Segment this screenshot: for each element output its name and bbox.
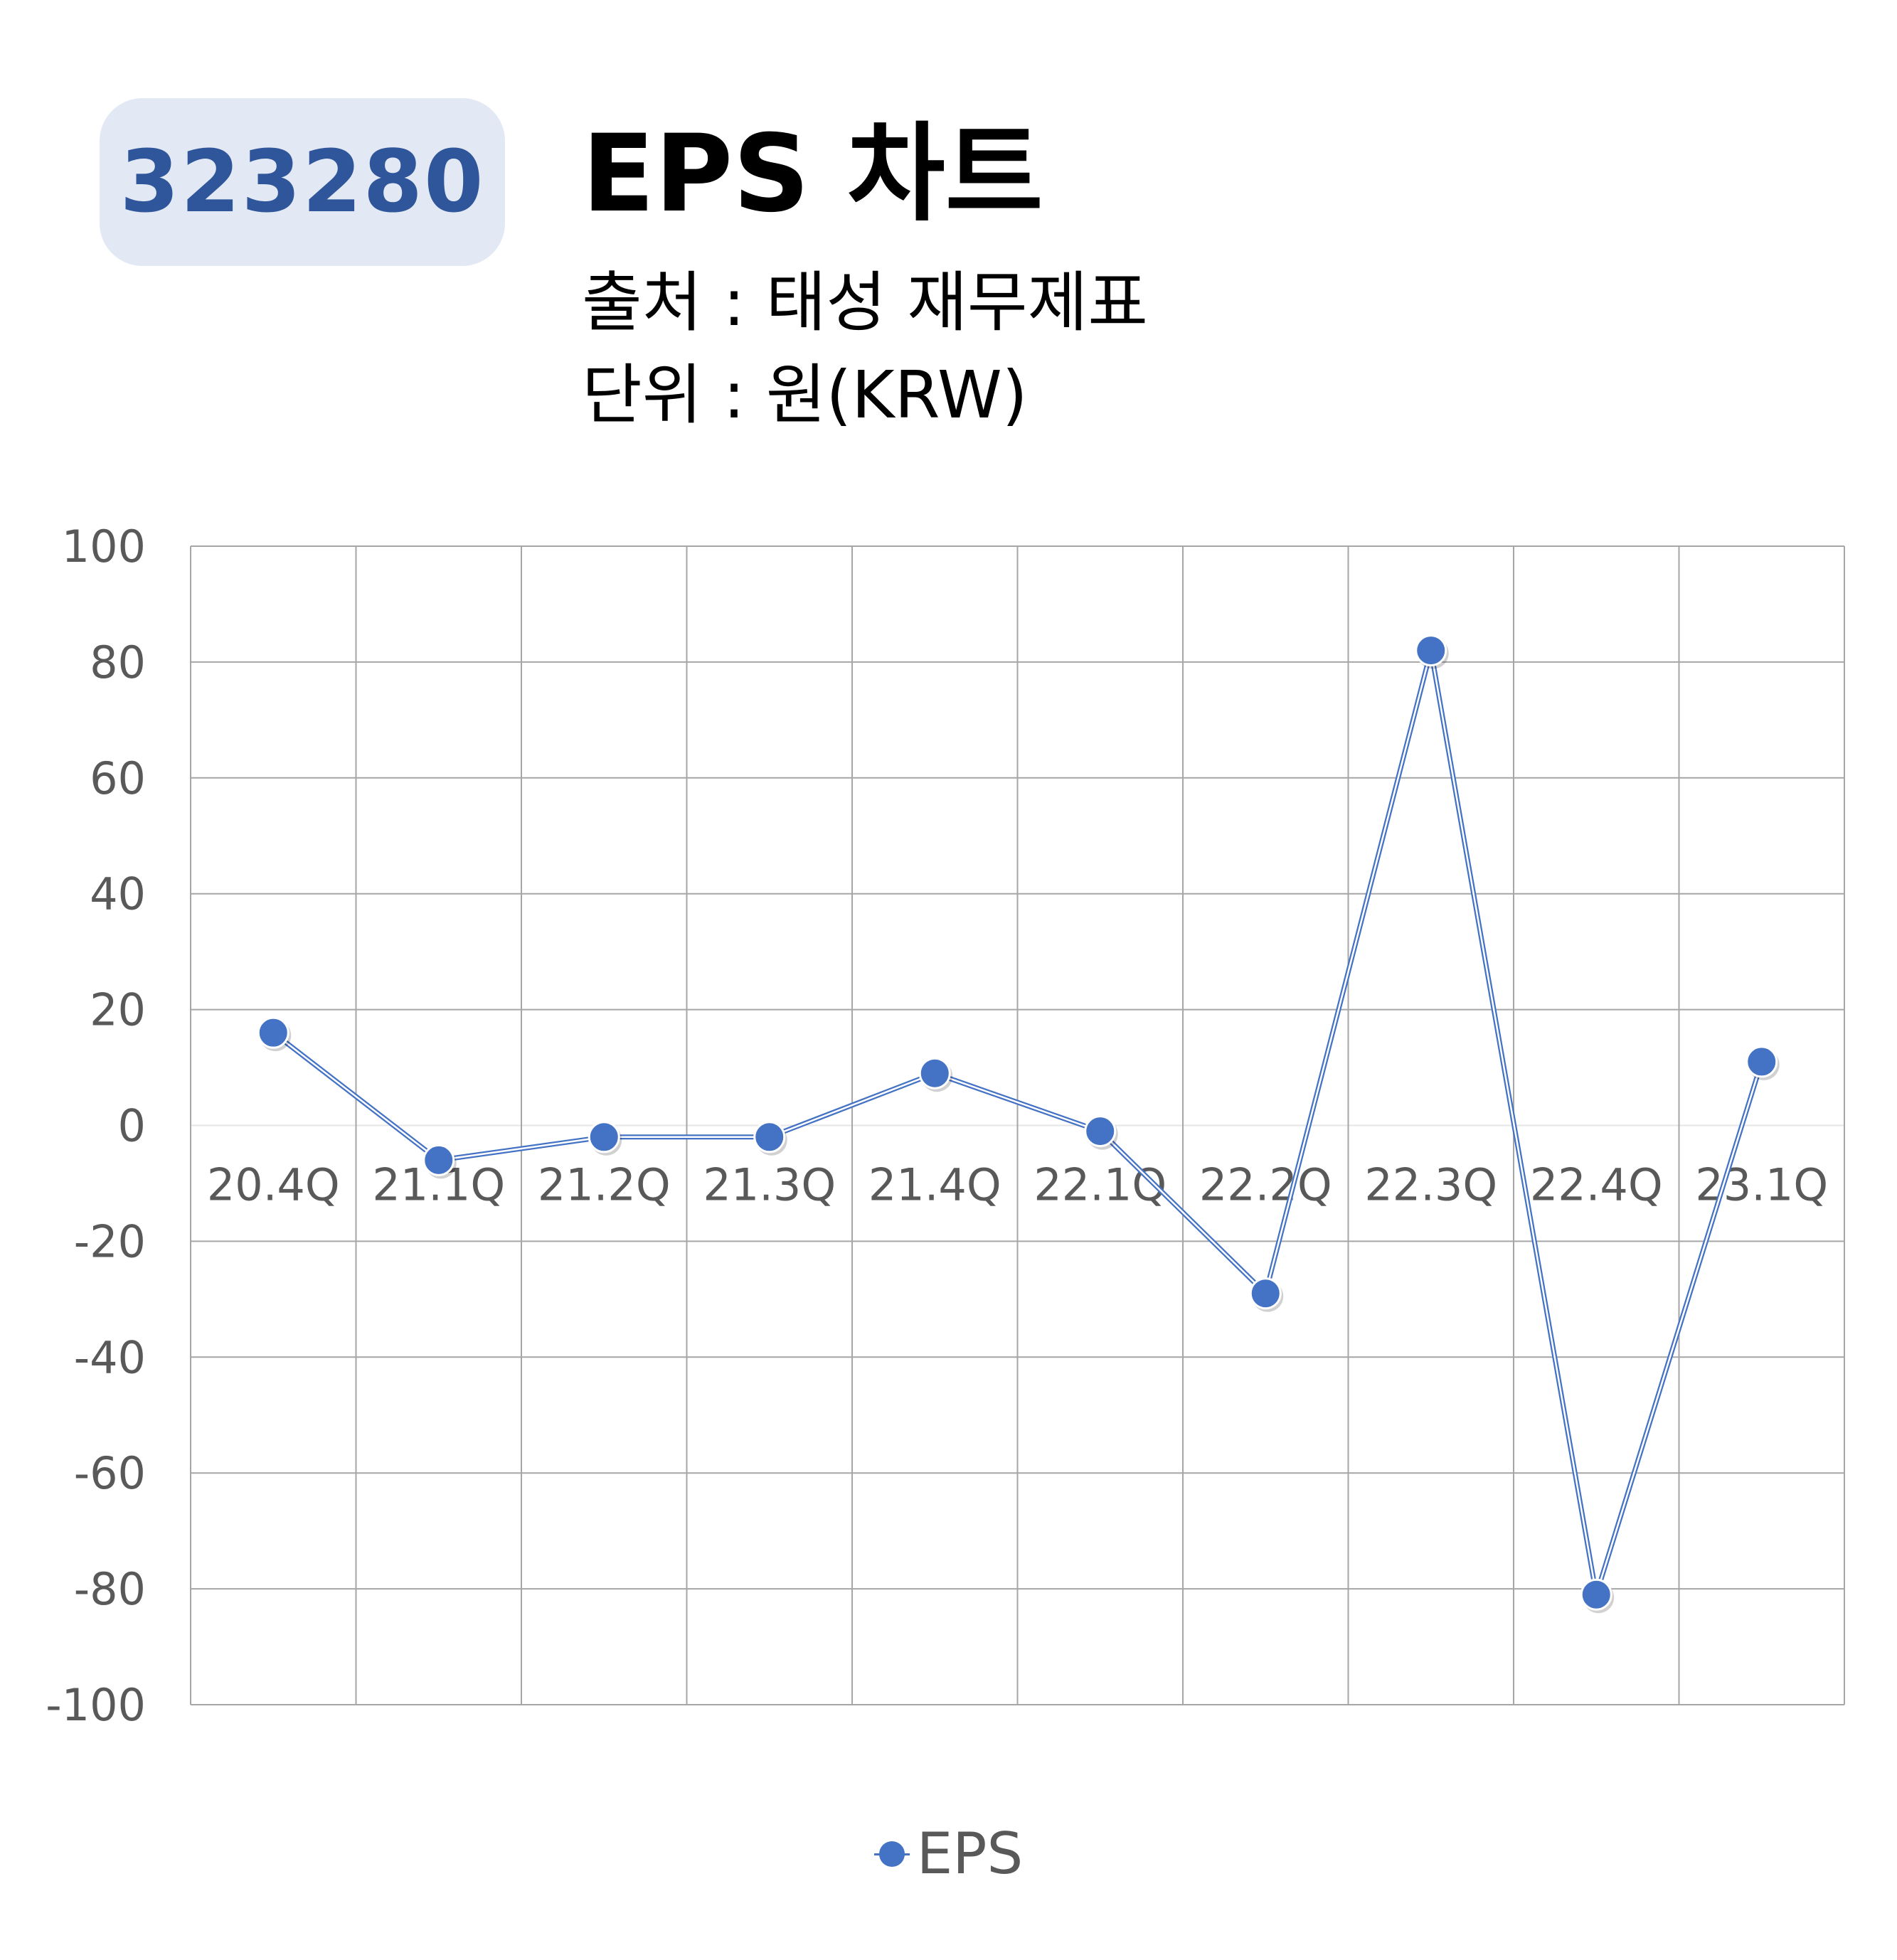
y-tick-label: 20 xyxy=(90,984,146,1036)
stock-code-badge: 323280 xyxy=(100,98,505,266)
x-tick-label: 22.3Q xyxy=(1364,1159,1497,1211)
unit-label: 단위 : 원(KRW) xyxy=(582,357,1028,433)
legend-label: EPS xyxy=(916,1821,1024,1887)
y-tick-label: -20 xyxy=(74,1215,146,1267)
y-tick-label: 0 xyxy=(118,1100,146,1152)
chart-title: EPS 차트 xyxy=(582,112,1043,236)
x-tick-label: 21.2Q xyxy=(538,1159,671,1211)
data-point xyxy=(423,1144,455,1176)
x-tick-label: 23.1Q xyxy=(1695,1159,1828,1211)
legend: EPS xyxy=(0,1821,1897,1887)
y-tick-label: -80 xyxy=(74,1563,146,1615)
x-tick-label: 20.4Q xyxy=(207,1159,340,1211)
x-tick-label: 21.3Q xyxy=(703,1159,836,1211)
y-tick-label: 80 xyxy=(90,637,146,688)
y-tick-label: -40 xyxy=(74,1331,146,1383)
y-tick-label: 60 xyxy=(90,752,146,804)
y-tick-label: -100 xyxy=(46,1679,146,1731)
y-tick-label: 40 xyxy=(90,868,146,920)
x-tick-label: 22.1Q xyxy=(1033,1159,1167,1211)
y-tick-label: -60 xyxy=(74,1447,146,1499)
series-line-eps-highlight xyxy=(272,649,1763,1596)
y-tick-label: 100 xyxy=(62,521,146,572)
data-point xyxy=(1084,1115,1117,1148)
data-point xyxy=(1745,1045,1778,1078)
legend-marker-icon xyxy=(873,1840,910,1868)
data-point xyxy=(1249,1277,1282,1310)
x-tick-label: 22.4Q xyxy=(1530,1159,1663,1211)
data-point xyxy=(1415,634,1447,667)
data-point xyxy=(1580,1578,1612,1611)
source-label: 출처 : 태성 재무제표 xyxy=(582,265,1148,341)
x-tick-label: 21.4Q xyxy=(868,1159,1001,1211)
data-point xyxy=(753,1121,786,1154)
data-point xyxy=(588,1121,620,1154)
data-point xyxy=(918,1057,951,1090)
stock-code: 323280 xyxy=(119,132,485,232)
x-tick-label: 22.2Q xyxy=(1199,1159,1332,1211)
data-point xyxy=(257,1016,289,1049)
